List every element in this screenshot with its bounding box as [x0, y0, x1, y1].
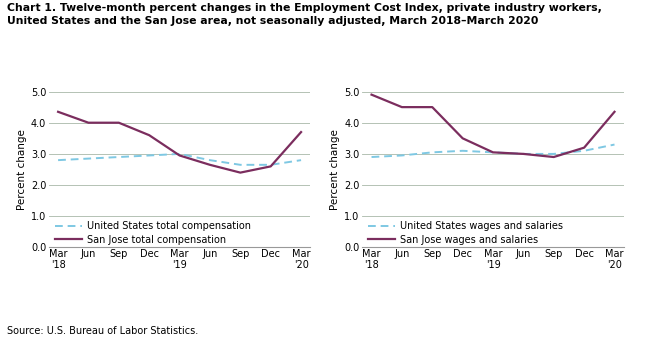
- Text: Chart 1. Twelve-month percent changes in the Employment Cost Index, private indu: Chart 1. Twelve-month percent changes in…: [7, 3, 601, 26]
- Legend: United States total compensation, San Jose total compensation: United States total compensation, San Jo…: [51, 217, 255, 248]
- Legend: United States wages and salaries, San Jose wages and salaries: United States wages and salaries, San Jo…: [364, 217, 567, 248]
- Text: Source: U.S. Bureau of Labor Statistics.: Source: U.S. Bureau of Labor Statistics.: [7, 326, 198, 336]
- Y-axis label: Percent change: Percent change: [330, 129, 340, 210]
- Y-axis label: Percent change: Percent change: [17, 129, 27, 210]
